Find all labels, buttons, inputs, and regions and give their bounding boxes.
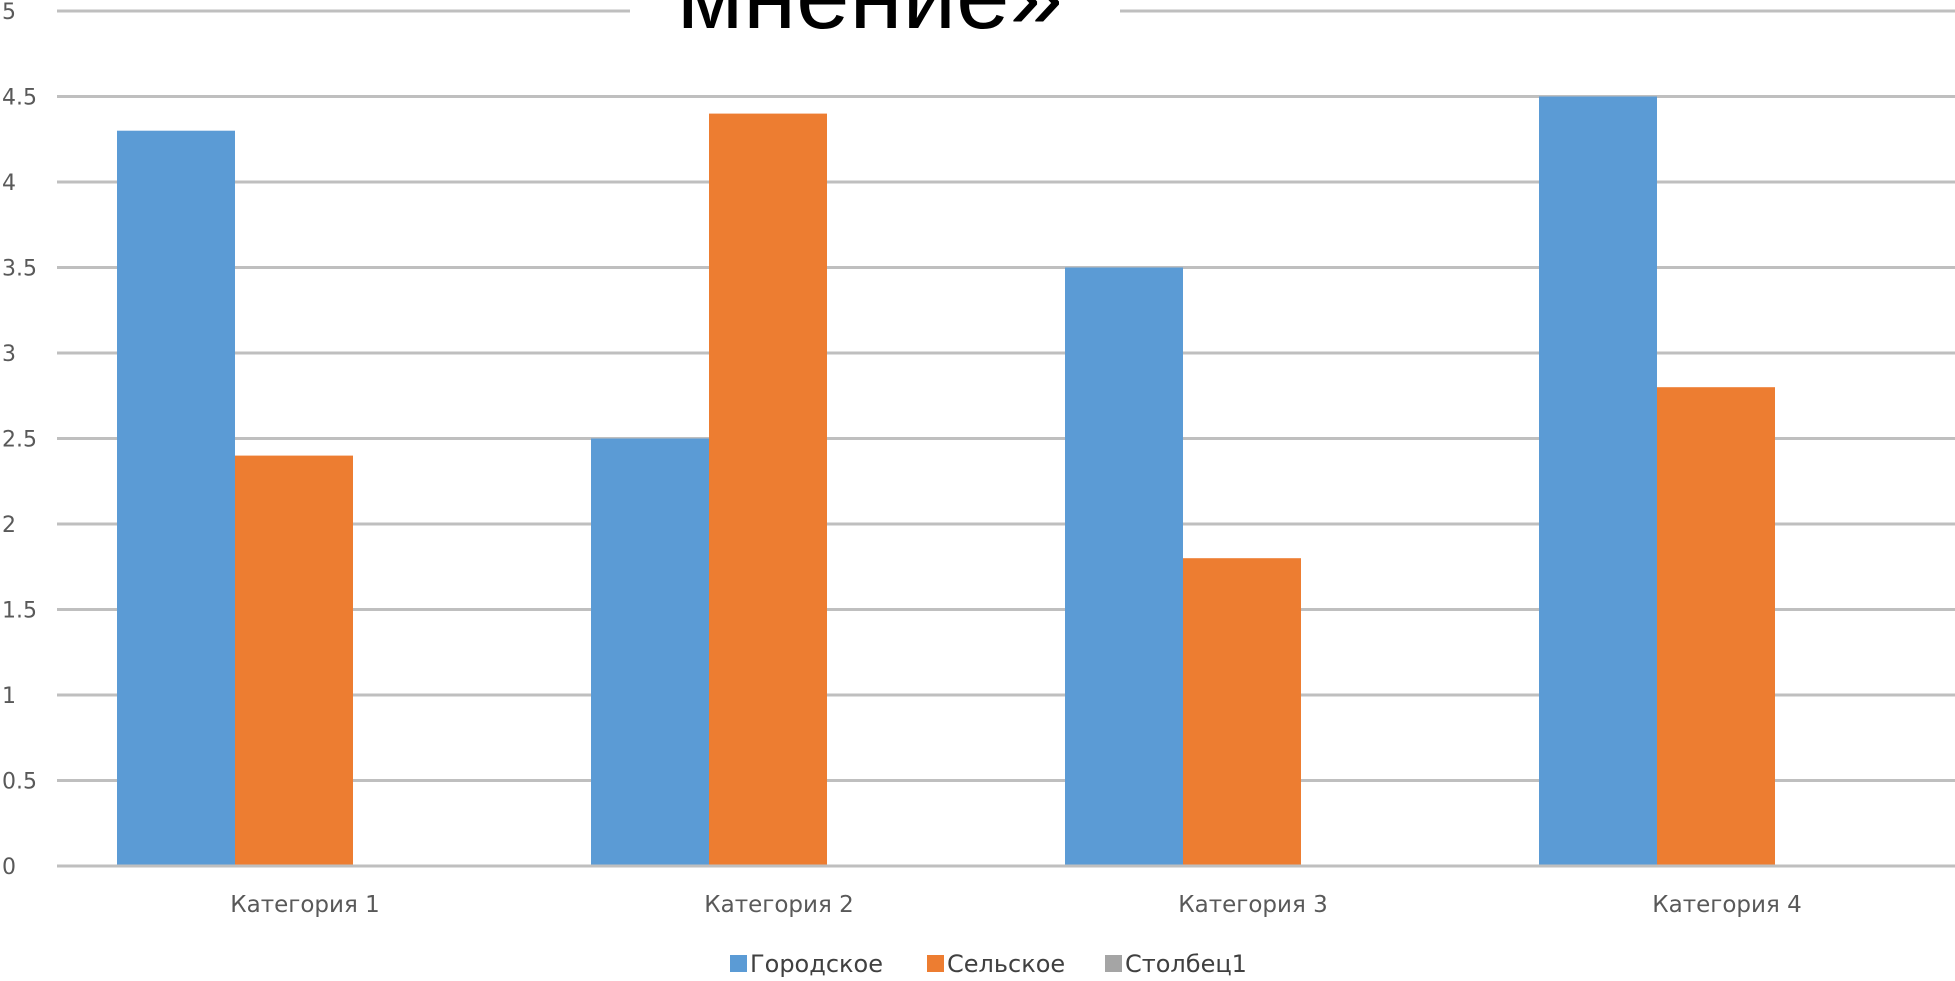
y-tick-label: 1.5: [2, 599, 37, 624]
y-tick-label: 3: [2, 342, 16, 367]
y-tick-label: 0.5: [2, 770, 37, 795]
legend-swatch: [1105, 955, 1122, 972]
y-tick-label: 2: [2, 513, 16, 538]
legend-swatch: [927, 955, 944, 972]
bar: [591, 438, 709, 866]
title-backdrop: [630, 0, 1120, 48]
x-tick-label: Категория 3: [1178, 892, 1327, 918]
x-tick-label: Категория 4: [1652, 892, 1801, 918]
bar: [709, 113, 827, 867]
x-axis-category-labels: Категория 1 Категория 2 Категория 3 Категор…: [230, 892, 1801, 918]
bar: [1539, 96, 1657, 866]
y-tick-label: 1: [2, 684, 16, 709]
legend-label: Столбец1: [1125, 950, 1247, 978]
legend-label: Сельское: [947, 950, 1065, 978]
x-tick-label: Категория 1: [230, 892, 379, 918]
bars: [117, 96, 1775, 867]
bar: [1657, 387, 1775, 866]
y-tick-label: 0: [2, 855, 16, 880]
y-tick-label: 3.5: [2, 257, 37, 282]
legend: Городское Сельское Столбец1: [730, 950, 1247, 978]
legend-label: Городское: [750, 950, 883, 978]
bar: [117, 130, 235, 866]
bar: [235, 455, 353, 866]
y-axis-tick-labels: 0 0.5 1 1.5 2 2.5 3 3.5 4 4.5 5: [2, 0, 37, 880]
y-tick-label: 5: [2, 0, 16, 25]
bar: [1065, 267, 1183, 866]
y-tick-label: 4: [2, 171, 16, 196]
x-tick-label: Категория 2: [704, 892, 853, 918]
y-tick-label: 2.5: [2, 428, 37, 453]
bar: [1183, 558, 1301, 866]
legend-swatch: [730, 955, 747, 972]
gridlines: [57, 9, 1955, 782]
y-tick-label: 4.5: [2, 86, 37, 111]
chart-title: мнение»: [677, 0, 1063, 49]
